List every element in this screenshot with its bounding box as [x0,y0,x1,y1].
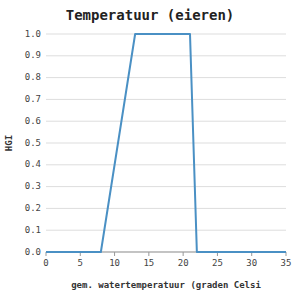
y-axis: 0.0 0.1 0.2 0.3 0.4 0.5 0.6 0.7 0.8 0.9 1.0 [25,29,286,257]
x-axis: 0 5 10 15 20 25 30 35 [43,252,291,268]
chart-title: Temperatuur (eieren) [66,7,235,23]
y-grid-line [46,143,286,144]
y-tick-label: 0.3 [25,181,41,191]
y-grid-line [46,121,286,122]
y-tick-label: 0.7 [25,94,41,104]
y-tick-label: 0.5 [25,138,41,148]
x-tick-label: 0 [43,258,48,268]
y-tick-label: 0.9 [25,50,41,60]
y-axis-label: HGI [4,135,14,151]
y-tick-label: 0.2 [25,203,41,213]
y-tick-label: 0.8 [25,72,41,82]
y-grid-line [46,186,286,187]
x-tick-label: 25 [212,258,223,268]
chart-container: 0.0 0.1 0.2 0.3 0.4 0.5 0.6 0.7 0.8 0.9 1.0 0 5 10 15 2… [0,0,300,300]
y-tick-label: 0.1 [25,225,41,235]
x-tick-label: 30 [246,258,257,268]
x-tick-label: 15 [143,258,154,268]
y-tick-label: 0.0 [25,247,41,257]
x-tick-mark [114,252,115,256]
x-tick-label: 10 [109,258,120,268]
x-tick-label: 5 [78,258,83,268]
y-tick-label: 1.0 [25,29,41,39]
plot-area [46,34,286,252]
x-tick-label: 35 [281,258,292,268]
x-tick-mark [183,252,184,256]
y-tick-label: 0.6 [25,116,41,126]
chart-svg: 0.0 0.1 0.2 0.3 0.4 0.5 0.6 0.7 0.8 0.9 1.0 0 5 10 15 2… [0,0,300,300]
y-grid-line [46,99,286,100]
x-tick-mark [148,252,149,256]
y-grid-line [46,164,286,165]
y-grid-line [46,55,286,56]
x-tick-label: 20 [178,258,189,268]
y-grid-line [46,77,286,78]
y-grid-line [46,230,286,231]
x-axis-label: gem. watertemperatuur (graden Celsi [71,280,261,290]
y-grid-line [46,208,286,209]
y-tick-label: 0.4 [25,159,41,169]
data-line [46,34,286,252]
